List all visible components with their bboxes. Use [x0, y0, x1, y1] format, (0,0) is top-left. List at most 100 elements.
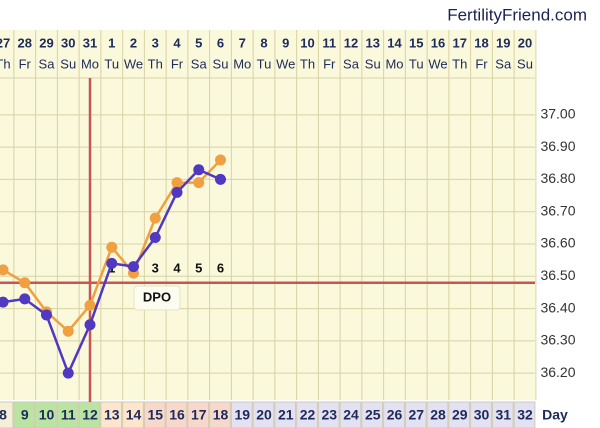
x-tick-label: 22 [300, 407, 316, 423]
temperature-point [149, 232, 161, 244]
day-cell [209, 401, 231, 428]
temperature-point [128, 261, 139, 273]
x-tick-label: 31 [495, 407, 511, 423]
x-tick-label: 20 [256, 407, 272, 423]
date-label: 1 [108, 35, 115, 50]
temperature-point [62, 367, 74, 379]
temperature-point [215, 173, 226, 185]
weekday-label: Sa [39, 56, 56, 71]
weekday-label: Su [517, 56, 533, 71]
date-label: 12 [344, 35, 358, 50]
x-tick-label: 19 [234, 407, 250, 423]
day-cell [187, 401, 210, 428]
weekday-label: Su [213, 56, 229, 71]
weekday-label: Tu [104, 56, 119, 71]
x-tick-label: 15 [147, 407, 163, 423]
date-label: 8 [260, 35, 267, 50]
date-label: 10 [300, 35, 314, 50]
day-cell [165, 401, 188, 428]
day-cell [13, 401, 36, 428]
x-tick-label: 14 [126, 407, 142, 423]
day-cell [383, 401, 405, 428]
brand: FertilityFriend.com [447, 5, 587, 24]
day-cell [56, 401, 79, 428]
day-cell [35, 401, 57, 428]
day-cell [252, 401, 275, 428]
x-tick-label: 21 [278, 407, 294, 423]
temperature-point [0, 296, 9, 308]
y-tick-label: 36.70 [540, 202, 575, 218]
temperature-point [106, 241, 118, 253]
weekday-label: Th [0, 56, 11, 71]
weekday-label: Th [452, 56, 467, 71]
x-tick-label: 27 [408, 407, 424, 423]
date-label: 19 [496, 35, 510, 50]
x-tick-label: 23 [321, 407, 337, 423]
weekday-label: Th [300, 56, 315, 71]
date-label: 4 [173, 35, 181, 50]
date-label: 5 [195, 35, 202, 50]
day-cell [143, 401, 166, 428]
weekday-label: Sa [191, 56, 208, 71]
temperature-point [62, 325, 74, 337]
date-label: 14 [387, 35, 402, 50]
weekday-label: Mo [233, 56, 251, 71]
x-tick-label: 26 [387, 407, 403, 423]
x-tick-label: 17 [191, 407, 207, 423]
day-cell [491, 401, 514, 428]
weekday-label: Th [148, 56, 163, 71]
temperature-point [149, 212, 161, 224]
day-cell [0, 401, 14, 428]
weekday-label: Tu [257, 56, 272, 71]
temperature-point [193, 177, 205, 189]
temperature-point [19, 277, 31, 289]
date-label: 28 [18, 35, 32, 50]
y-tick-label: 36.80 [540, 170, 575, 186]
x-tick-label: 30 [474, 407, 490, 423]
date-label: 20 [518, 35, 532, 50]
dpo-label: DPO [143, 289, 171, 304]
x-tick-label: 9 [21, 407, 29, 423]
x-tick-label: 24 [343, 407, 359, 423]
day-cell [274, 401, 297, 428]
date-label: 15 [409, 35, 423, 50]
x-tick-label: 18 [213, 407, 229, 423]
dpo-number: 4 [173, 260, 181, 275]
weekday-label: Fr [323, 56, 336, 71]
weekday-label: Fr [475, 56, 488, 71]
x-tick-label: 25 [365, 407, 381, 423]
x-tick-label: 32 [517, 407, 533, 423]
temperature-point [19, 293, 31, 305]
temperature-point [193, 164, 205, 176]
date-label: 29 [39, 35, 53, 50]
temperature-point [171, 186, 183, 198]
y-tick-label: 37.00 [540, 106, 575, 122]
day-cell [470, 401, 492, 428]
date-label: 31 [83, 35, 97, 50]
weekday-label: Sa [343, 56, 360, 71]
date-label: 13 [366, 35, 380, 50]
date-label: 16 [431, 35, 445, 50]
y-tick-label: 36.30 [540, 332, 575, 348]
weekday-label: Fr [171, 56, 184, 71]
weekday-label: Sa [495, 56, 512, 71]
day-cell [296, 401, 318, 428]
y-tick-label: 36.90 [540, 138, 575, 154]
date-label: 6 [217, 35, 224, 50]
day-cell [339, 401, 362, 428]
temperature-point [215, 154, 226, 166]
temperature-point [41, 309, 52, 321]
weekday-label: We [124, 56, 143, 71]
x-tick-label: 11 [61, 407, 76, 423]
temperature-point [0, 264, 9, 276]
dpo-number: 5 [195, 260, 202, 275]
y-tick-label: 36.50 [540, 267, 575, 283]
date-label: 17 [453, 35, 467, 50]
dpo-box [133, 285, 181, 311]
x-tick-label: 12 [82, 407, 98, 423]
day-cell [317, 401, 340, 428]
day-cell [448, 401, 471, 428]
date-label: 18 [474, 35, 488, 50]
temperature-point [84, 299, 96, 311]
